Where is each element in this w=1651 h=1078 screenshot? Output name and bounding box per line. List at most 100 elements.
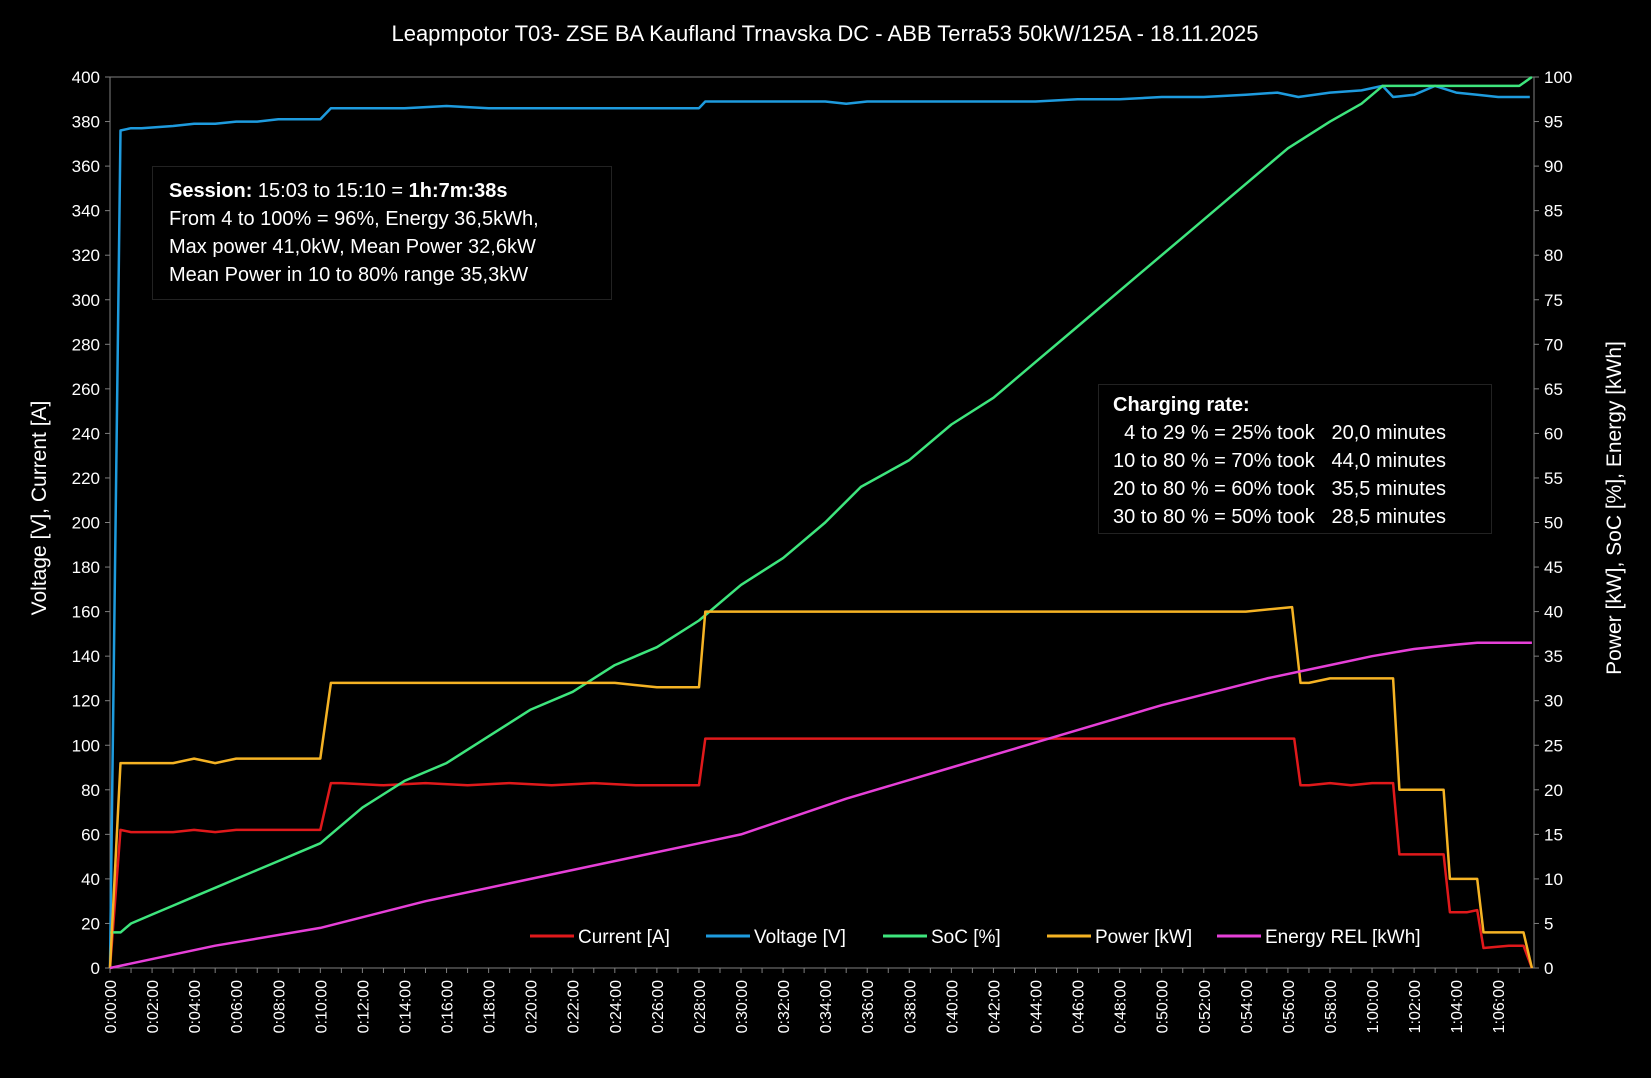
x-tick-label: 0:46:00 (1071, 980, 1088, 1033)
x-tick-label: 0:24:00 (608, 980, 625, 1033)
x-tick-label: 0:36:00 (860, 980, 877, 1033)
chart-title: Leapmpotor T03- ZSE BA Kaufland Trnavska… (391, 21, 1258, 46)
session-line-3: Max power 41,0kW, Mean Power 32,6kW (169, 236, 536, 258)
x-tick-label: 0:02:00 (145, 980, 162, 1033)
y-right-tick-label: 95 (1544, 113, 1563, 132)
x-tick-label: 0:42:00 (986, 980, 1003, 1033)
y-left-tick-label: 400 (72, 68, 100, 87)
y-right-tick-label: 70 (1544, 335, 1563, 354)
legend-label: Voltage [V] (754, 927, 846, 948)
y-right-tick-label: 55 (1544, 469, 1563, 488)
y-left-tick-label: 140 (72, 647, 100, 666)
y-left-tick-label: 200 (72, 514, 100, 533)
y-right-tick-label: 40 (1544, 603, 1563, 622)
y-left-tick-label: 0 (91, 959, 100, 978)
y-left-tick-label: 40 (81, 870, 100, 889)
x-tick-label: 0:10:00 (313, 980, 330, 1033)
y-left-tick-label: 380 (72, 113, 100, 132)
y-right-tick-label: 30 (1544, 692, 1563, 711)
legend-label: Power [kW] (1095, 927, 1192, 948)
y-left-tick-label: 20 (81, 914, 100, 933)
x-tick-label: 0:38:00 (902, 980, 919, 1033)
charging-rate-row: 30 to 80 % = 50% took 28,5 minutes (1113, 506, 1446, 528)
x-tick-label: 0:22:00 (566, 980, 583, 1033)
y-axis-left-label: Voltage [V], Current [A] (28, 401, 51, 616)
y-left-tick-label: 60 (81, 825, 100, 844)
x-tick-label: 1:02:00 (1407, 980, 1424, 1033)
legend-label: SoC [%] (931, 927, 1001, 948)
session-info-box: Session: 15:03 to 15:10 = 1h:7m:38s From… (152, 166, 612, 300)
series-energy-rel-kwh-line (109, 641, 1532, 970)
session-duration: 1h:7m:38s (408, 180, 508, 202)
y-right-tick-label: 60 (1544, 424, 1563, 443)
x-tick-label: 0:26:00 (650, 980, 667, 1033)
plot-area: 0204060801001201401601802002202402602803… (72, 68, 1573, 1033)
y-left-tick-label: 320 (72, 246, 100, 265)
y-right-tick-label: 65 (1544, 380, 1563, 399)
x-tick-label: 0:18:00 (482, 980, 499, 1033)
y-left-tick-label: 220 (72, 469, 100, 488)
y-right-tick-label: 20 (1544, 781, 1563, 800)
session-line-4: Mean Power in 10 to 80% range 35,3kW (169, 264, 529, 286)
session-label: Session: (169, 180, 253, 202)
y-right-tick-label: 75 (1544, 291, 1563, 310)
x-tick-label: 0:48:00 (1113, 980, 1130, 1033)
x-tick-label: 1:04:00 (1449, 980, 1466, 1033)
legend-label: Current [A] (578, 927, 670, 948)
session-line-2: From 4 to 100% = 96%, Energy 36,5kWh, (169, 208, 539, 230)
y-left-tick-label: 80 (81, 781, 100, 800)
y-right-tick-label: 0 (1544, 959, 1553, 978)
series-soc-line (110, 75, 1533, 934)
y-left-tick-label: 180 (72, 558, 100, 577)
y-right-tick-label: 50 (1544, 514, 1563, 533)
x-tick-label: 0:30:00 (734, 980, 751, 1033)
y-left-tick-label: 340 (72, 202, 100, 221)
y-right-tick-label: 10 (1544, 870, 1563, 889)
session-time: 15:03 to 15:10 = (257, 180, 409, 202)
y-left-tick-label: 240 (72, 424, 100, 443)
series-current-a-line (108, 737, 1534, 969)
x-tick-label: 0:14:00 (397, 980, 414, 1033)
y-right-tick-label: 5 (1544, 914, 1553, 933)
y-right-tick-label: 90 (1544, 157, 1563, 176)
x-tick-label: 0:56:00 (1281, 980, 1298, 1033)
y-left-tick-label: 300 (72, 291, 100, 310)
x-tick-label: 0:12:00 (355, 980, 372, 1033)
x-tick-label: 0:44:00 (1028, 980, 1045, 1033)
x-tick-label: 0:08:00 (271, 980, 288, 1033)
y-axis-right-label: Power [kW], SoC [%], Energy [kWh] (1603, 341, 1626, 675)
charging-rate-box: Charging rate: 4 to 29 % = 25% took 20,0… (1098, 384, 1492, 534)
y-left-tick-label: 260 (72, 380, 100, 399)
x-tick-label: 0:20:00 (524, 980, 541, 1033)
y-right-tick-label: 15 (1544, 825, 1563, 844)
y-right-tick-label: 80 (1544, 246, 1563, 265)
x-tick-label: 0:52:00 (1197, 980, 1214, 1033)
y-left-tick-label: 280 (72, 335, 100, 354)
x-tick-label: 0:16:00 (440, 980, 457, 1033)
x-tick-label: 0:54:00 (1239, 980, 1256, 1033)
charging-rate-row: 10 to 80 % = 70% took 44,0 minutes (1113, 450, 1446, 472)
x-tick-label: 0:50:00 (1155, 980, 1172, 1033)
y-left-tick-label: 360 (72, 157, 100, 176)
series-power-kw-line (108, 605, 1534, 969)
charging-rate-row: 20 to 80 % = 60% took 35,5 minutes (1113, 478, 1446, 500)
y-left-tick-label: 160 (72, 603, 100, 622)
charging-rate-title: Charging rate: (1113, 394, 1250, 416)
y-left-tick-label: 120 (72, 692, 100, 711)
y-right-tick-label: 45 (1544, 558, 1563, 577)
x-tick-label: 0:28:00 (692, 980, 709, 1033)
x-tick-label: 0:34:00 (818, 980, 835, 1033)
x-tick-label: 1:00:00 (1365, 980, 1382, 1033)
y-right-tick-label: 85 (1544, 202, 1563, 221)
x-tick-label: 0:58:00 (1323, 980, 1340, 1033)
legend-label: Energy REL [kWh] (1265, 927, 1421, 948)
y-right-tick-label: 35 (1544, 647, 1563, 666)
y-right-tick-label: 25 (1544, 736, 1563, 755)
x-tick-label: 0:40:00 (944, 980, 961, 1033)
charging-rate-row: 4 to 29 % = 25% took 20,0 minutes (1113, 422, 1446, 444)
legend: Current [A] Voltage [V] SoC [%] Power [kW] E… (530, 927, 1421, 948)
x-tick-label: 1:06:00 (1491, 980, 1508, 1033)
series-voltage-v-line (108, 84, 1530, 969)
x-tick-label: 0:06:00 (229, 980, 246, 1033)
